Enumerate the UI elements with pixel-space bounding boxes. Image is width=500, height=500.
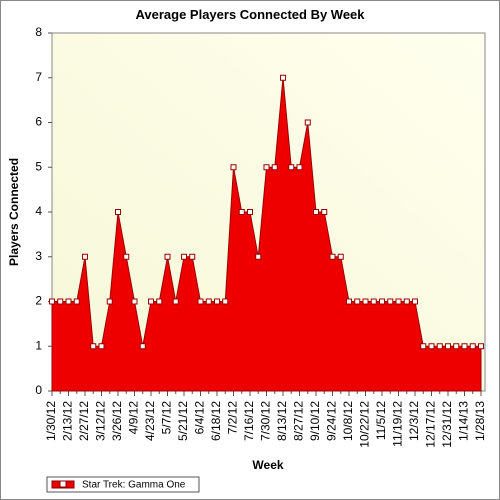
y-tick-label: 2 [35,294,42,308]
marker [222,298,229,305]
marker [238,209,245,215]
marker [296,164,303,171]
area [51,77,482,392]
marker [420,343,427,350]
marker [131,298,138,305]
x-tick-label: 1/30/12 [44,401,58,441]
marker [90,343,97,350]
x-tick-label: 2/27/12 [77,401,91,441]
x-tick-label: 3/26/12 [110,401,124,441]
marker [197,298,204,305]
marker [189,253,196,260]
marker [428,343,435,350]
marker [164,253,171,260]
x-tick-label: 10/22/12 [358,401,372,448]
marker [329,253,336,260]
x-tick-label: 8/27/12 [292,401,306,441]
marker [139,343,146,350]
marker [98,343,105,350]
marker [354,298,361,305]
marker [370,298,377,305]
x-tick-label: 3/12/12 [94,401,108,441]
x-tick-label: 9/10/12 [308,401,322,441]
marker [412,298,418,305]
y-tick-label: 3 [35,249,42,263]
marker [172,298,179,305]
marker [247,209,253,215]
marker [82,253,88,260]
marker [478,343,484,350]
marker [288,164,295,171]
marker [337,253,344,260]
x-tick-label: 4/9/12 [127,401,141,435]
marker [148,298,154,305]
x-tick-label: 2/13/12 [61,401,75,441]
marker [304,119,311,126]
marker [461,343,468,350]
y-tick-label: 7 [35,70,42,84]
marker [115,209,121,215]
marker [379,298,385,305]
chart-title: Average Players Connected By Week [135,7,365,22]
y-tick-label: 4 [35,204,42,218]
x-tick-label: 10/8/12 [341,401,355,441]
marker [57,298,64,305]
marker [313,209,319,215]
marker [436,343,443,350]
x-tick-label: 12/31/12 [440,401,454,448]
x-tick-label: 9/24/12 [325,401,339,441]
marker [321,209,328,215]
x-tick-label: 6/18/12 [209,401,223,441]
y-tick-label: 6 [35,115,42,129]
x-tick-label: 6/4/12 [193,401,207,435]
x-tick-label: 12/17/12 [424,401,438,448]
y-tick-label: 8 [35,25,42,39]
marker [280,74,286,81]
marker [230,164,237,171]
x-tick-label: 12/3/12 [407,401,421,441]
marker [65,298,72,305]
x-tick-label: 1/28/13 [473,401,487,441]
marker [156,298,163,305]
x-tick-label: 1/14/13 [457,401,471,441]
marker [214,298,220,305]
x-tick-label: 4/23/12 [143,401,157,441]
y-tick-label: 0 [35,383,42,397]
marker [255,253,262,260]
y-axis-label: Players Connected [7,158,21,266]
x-tick-label: 11/5/12 [374,401,388,440]
marker [445,343,451,350]
marker [387,298,394,305]
marker [346,298,352,305]
x-tick-label: 5/21/12 [176,401,190,441]
marker [453,343,460,350]
legend [46,476,200,493]
x-tick-label: 11/19/12 [391,401,405,447]
x-axis-label: Week [252,458,283,472]
marker [362,298,369,305]
legend-marker [59,480,67,488]
y-tick-label: 1 [35,338,42,352]
marker [205,298,212,305]
marker [49,298,55,305]
x-tick-label: 8/13/12 [275,401,289,441]
y-tick-label: 5 [35,159,42,173]
x-tick-label: 7/30/12 [259,401,273,441]
marker [395,298,402,305]
x-tick-label: 7/2/12 [226,401,240,435]
marker [469,343,476,350]
marker [73,298,80,305]
marker [181,253,187,260]
marker [271,164,278,171]
marker [403,298,410,305]
marker [106,298,113,305]
legend-label: Star Trek: Gamma One [82,480,186,491]
marker [123,253,130,260]
marker [263,164,270,171]
x-tick-label: 5/7/12 [160,401,174,435]
x-tick-label: 7/16/12 [242,401,256,441]
